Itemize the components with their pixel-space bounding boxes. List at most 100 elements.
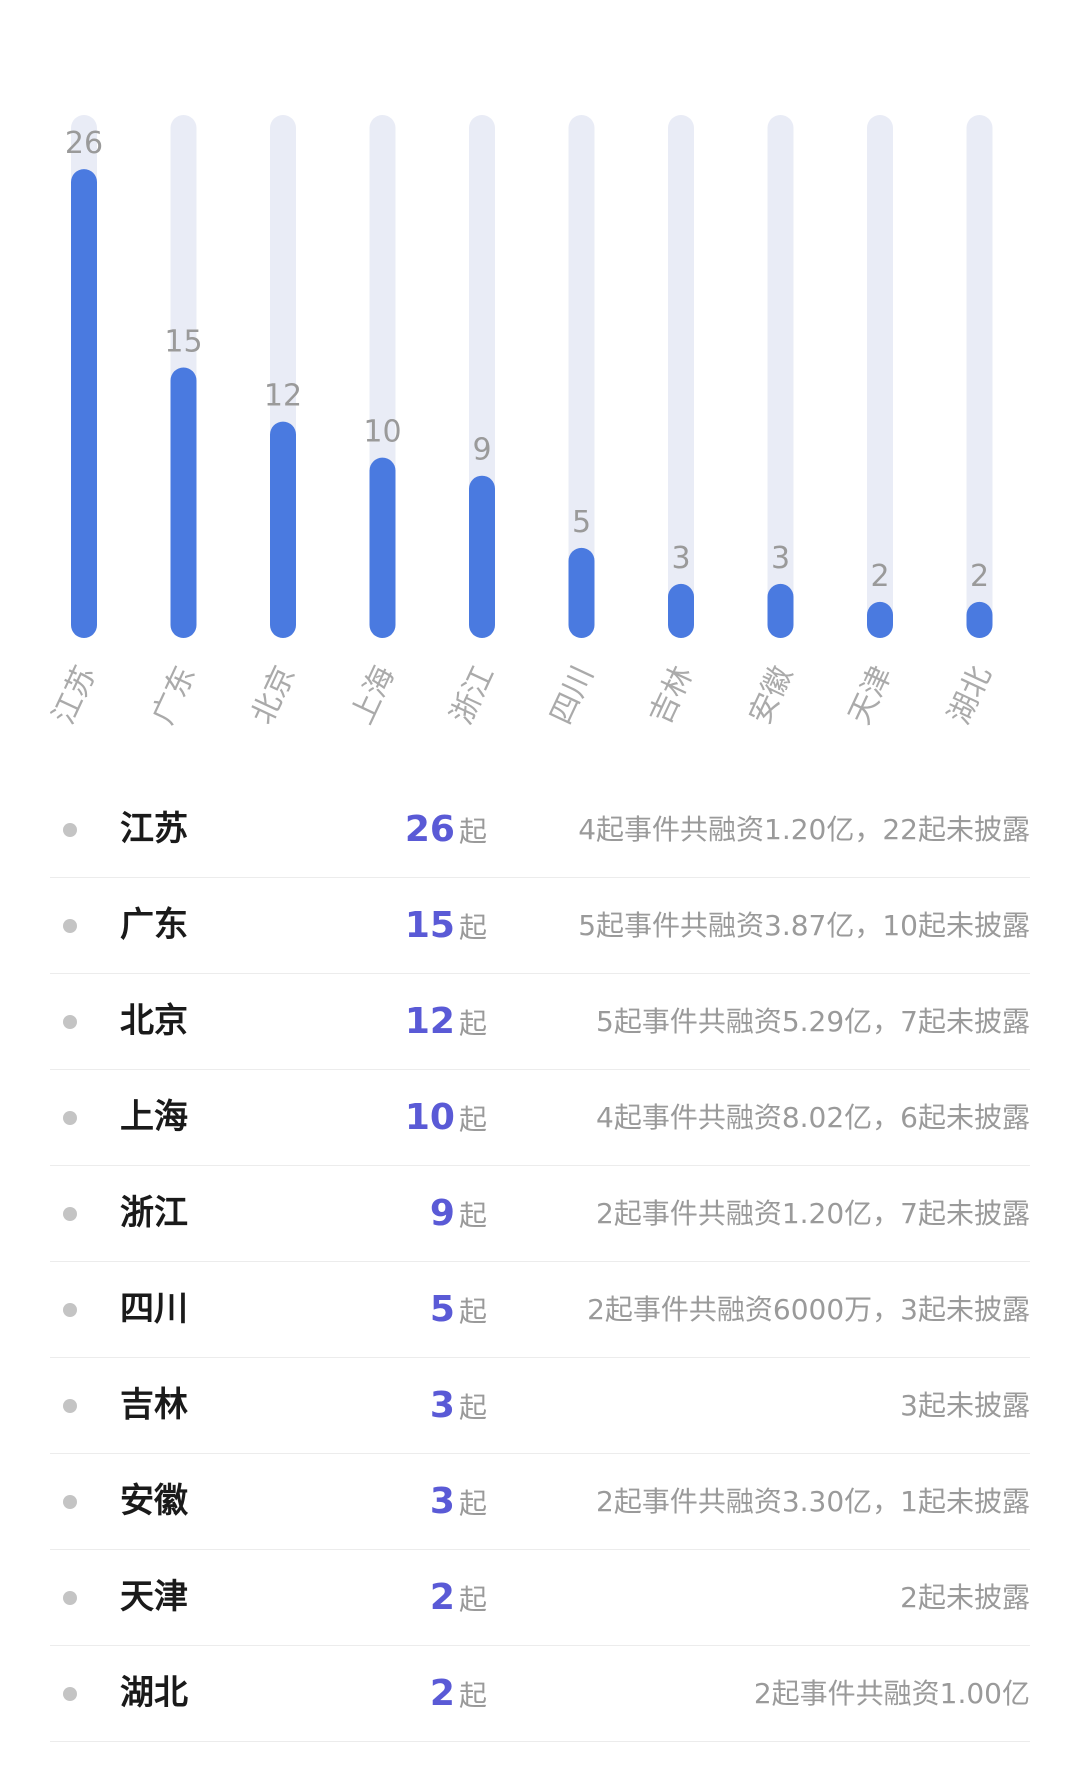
region-name: 四川 — [120, 1289, 188, 1329]
table-row: 湖北 2 起 2起事件共融资1.00亿 — [50, 1646, 1030, 1742]
event-count: 15 — [404, 905, 455, 946]
bar — [767, 583, 794, 638]
financing-description: 2起事件共融资1.20亿，7起未披露 — [596, 1197, 1030, 1230]
bar-value-label: 10 — [363, 415, 401, 450]
count-unit: 起 — [458, 911, 487, 944]
event-count: 3 — [429, 1481, 455, 1522]
region-name: 浙江 — [120, 1193, 188, 1233]
table-row: 安徽 3 起 2起事件共融资3.30亿，1起未披露 — [50, 1454, 1030, 1550]
category-label: 吉林 — [643, 661, 700, 730]
bullet-dot-icon — [63, 1495, 77, 1509]
bar — [170, 367, 197, 638]
bullet-dot-icon — [63, 1591, 77, 1605]
bar-value-label: 2 — [870, 559, 889, 594]
bar-value-label: 2 — [970, 559, 989, 594]
bullet-dot-icon — [63, 1399, 77, 1413]
region-name: 湖北 — [120, 1673, 188, 1713]
financing-description: 4起事件共融资1.20亿，22起未披露 — [578, 813, 1030, 846]
category-label: 北京 — [245, 661, 302, 730]
table-row: 江苏 26 起 4起事件共融资1.20亿，22起未披露 — [50, 782, 1030, 878]
bar-value-label: 5 — [572, 505, 591, 540]
category-label: 湖北 — [942, 661, 999, 730]
bullet-dot-icon — [63, 919, 77, 933]
financing-description: 5起事件共融资5.29亿，7起未披露 — [596, 1005, 1030, 1038]
bar-value-label: 26 — [65, 126, 103, 161]
event-count: 9 — [429, 1193, 455, 1234]
financing-description: 4起事件共融资8.02亿，6起未披露 — [596, 1101, 1030, 1134]
region-name: 安徽 — [120, 1481, 188, 1521]
bullet-dot-icon — [63, 1687, 77, 1701]
bar — [369, 457, 396, 638]
count-unit: 起 — [458, 1679, 487, 1712]
region-name: 上海 — [120, 1097, 188, 1137]
bar-track — [867, 115, 893, 638]
count-cell: 15 起 — [280, 878, 487, 973]
event-count: 10 — [404, 1097, 455, 1138]
bar-chart: 26 江苏 15 广东 12 北京 10 上海 9 浙江 5 四川 3 吉林 3 安徽 2 天津 2 湖北 — [46, 115, 999, 730]
event-count: 3 — [429, 1385, 455, 1426]
category-label: 四川 — [544, 661, 601, 730]
region-table: 江苏 26 起 4起事件共融资1.20亿，22起未披露 广东 15 起 5起事件共融资3.87… — [50, 782, 1030, 1742]
bar — [966, 601, 993, 638]
table-row: 上海 10 起 4起事件共融资8.02亿，6起未披露 — [50, 1070, 1030, 1166]
bar-value-label: 12 — [264, 379, 302, 414]
region-name: 北京 — [120, 1001, 188, 1041]
table-row: 广东 15 起 5起事件共融资3.87亿，10起未披露 — [50, 878, 1030, 974]
financing-description: 2起事件共融资6000万，3起未披露 — [587, 1293, 1030, 1326]
event-count: 12 — [404, 1001, 455, 1042]
bar-track — [668, 115, 694, 638]
table-row: 四川 5 起 2起事件共融资6000万，3起未披露 — [50, 1262, 1030, 1358]
table-row: 浙江 9 起 2起事件共融资1.20亿，7起未披露 — [50, 1166, 1030, 1262]
count-unit: 起 — [458, 1487, 487, 1520]
bar-value-label: 3 — [771, 541, 790, 576]
bar — [867, 601, 893, 638]
bar-track — [767, 115, 794, 638]
bar-value-label: 3 — [671, 541, 690, 576]
bullet-dot-icon — [63, 1015, 77, 1029]
bullet-dot-icon — [63, 1303, 77, 1317]
bar — [469, 475, 495, 638]
category-label: 浙江 — [444, 661, 501, 730]
count-cell: 12 起 — [280, 974, 487, 1069]
bar-value-label: 9 — [472, 433, 491, 468]
financing-description: 2起未披露 — [900, 1581, 1030, 1614]
financing-description: 2起事件共融资3.30亿，1起未披露 — [596, 1485, 1030, 1518]
region-name: 吉林 — [120, 1385, 188, 1425]
bar-track — [966, 115, 993, 638]
count-unit: 起 — [458, 1391, 487, 1424]
table-row: 北京 12 起 5起事件共融资5.29亿，7起未披露 — [50, 974, 1030, 1070]
bar — [668, 583, 694, 638]
count-unit: 起 — [458, 1199, 487, 1232]
table-row: 吉林 3 起 3起未披露 — [50, 1358, 1030, 1454]
count-unit: 起 — [458, 1583, 487, 1616]
financing-description: 5起事件共融资3.87亿，10起未披露 — [578, 909, 1030, 942]
event-count: 5 — [429, 1289, 455, 1330]
count-unit: 起 — [458, 1295, 487, 1328]
bar — [71, 169, 97, 638]
category-label: 安徽 — [743, 661, 800, 730]
count-cell: 26 起 — [280, 782, 487, 877]
region-name: 广东 — [120, 905, 188, 945]
event-count: 26 — [404, 809, 455, 850]
count-unit: 起 — [458, 1007, 487, 1040]
bullet-dot-icon — [63, 1207, 77, 1221]
bar — [568, 547, 595, 638]
bar-value-label: 15 — [164, 324, 202, 359]
event-count: 2 — [429, 1577, 455, 1618]
bar-track — [568, 115, 595, 638]
event-count: 2 — [429, 1673, 455, 1714]
category-label: 上海 — [345, 661, 402, 730]
region-name: 江苏 — [120, 809, 188, 849]
bullet-dot-icon — [63, 1111, 77, 1125]
category-label: 广东 — [146, 661, 203, 730]
count-unit: 起 — [458, 815, 487, 848]
table-row: 天津 2 起 2起未披露 — [50, 1550, 1030, 1646]
count-cell: 10 起 — [280, 1070, 487, 1165]
category-label: 天津 — [842, 661, 899, 730]
bullet-dot-icon — [63, 823, 77, 837]
